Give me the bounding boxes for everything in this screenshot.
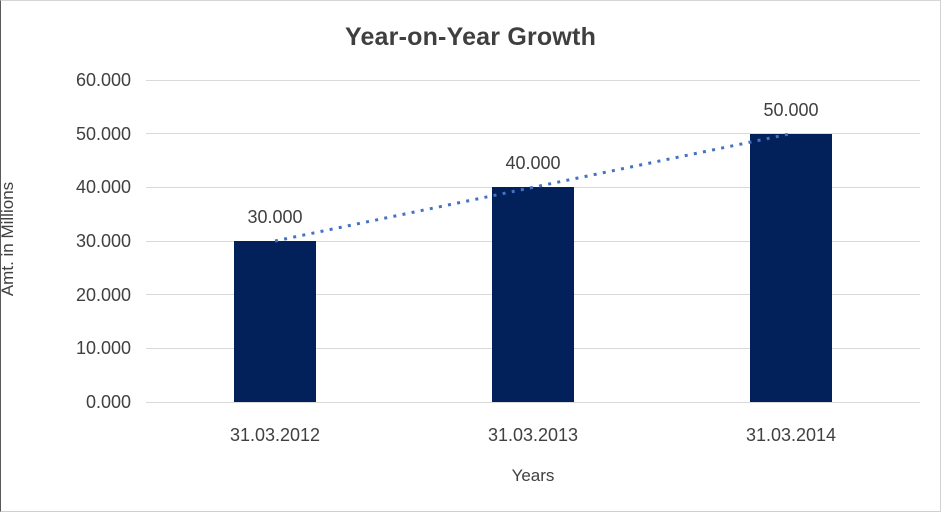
y-axis-tick-label: 0.000	[85, 392, 131, 412]
x-axis-category-label: 31.03.2014	[745, 425, 837, 445]
y-axis-tick-label: 20.000	[75, 284, 131, 305]
plot-area	[146, 79, 920, 403]
gridline	[146, 79, 920, 81]
trendline-layer	[274, 132, 792, 243]
bar	[234, 241, 316, 402]
bar-data-label: 30.000	[247, 207, 303, 227]
bar	[750, 133, 832, 402]
y-axis-tick-label: 40.000	[75, 177, 131, 198]
trendline	[274, 132, 792, 243]
bar-data-label: 40.000	[505, 153, 561, 174]
y-axis-tick-label: 30.000	[75, 231, 131, 251]
gridline	[146, 133, 920, 135]
y-axis-tick-label: 60.000	[75, 70, 131, 90]
bar-data-label: 50.000	[763, 99, 819, 120]
x-axis-title: Years	[511, 466, 555, 485]
y-axis-title: Amt. in Millions	[0, 181, 17, 297]
gridline	[146, 401, 920, 403]
x-axis-category-label: 31.03.2013	[487, 425, 579, 445]
chart-title: Year-on-Year Growth	[344, 23, 597, 51]
bar	[492, 187, 574, 402]
y-axis-tick-label: 10.000	[75, 338, 131, 359]
y-axis-tick-label: 50.000	[75, 123, 131, 144]
x-axis-category-label: 31.03.2012	[229, 425, 321, 445]
